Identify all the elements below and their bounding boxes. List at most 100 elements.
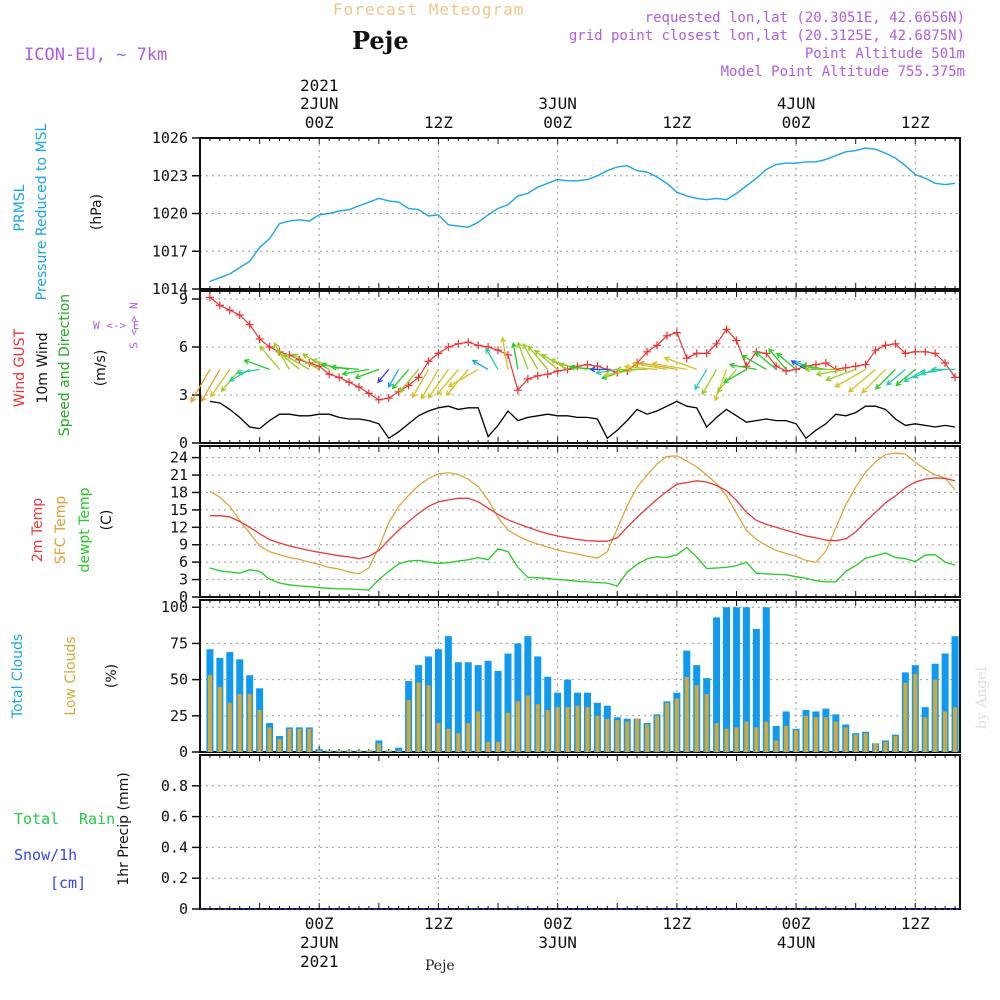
wind-arrow [427, 369, 449, 399]
wind-arrow [664, 357, 697, 371]
wind-arrow-head [558, 362, 565, 369]
wind-arrow-head [354, 373, 361, 380]
wind-arrow-head [220, 386, 227, 393]
total-cloud-bar [752, 628, 760, 752]
gust-point [225, 306, 234, 315]
gust-point [891, 339, 900, 348]
y-tick-label: 0.2 [161, 869, 188, 887]
wind-arrow-head [500, 336, 507, 343]
station-title: Peje [352, 26, 409, 55]
total-cloud-bar [514, 643, 522, 752]
gust-point [533, 371, 542, 380]
y-tick-label: 9 [179, 536, 188, 554]
total-cloud-bar [504, 653, 512, 752]
gust-point [951, 373, 960, 382]
model-altitude: Model Point Altitude 755.375m [720, 64, 965, 80]
gust-point [553, 367, 562, 375]
panel-frame [199, 137, 961, 290]
wind-arrow [714, 369, 728, 401]
gust-point [583, 360, 592, 369]
low-cloud-bar [585, 707, 590, 752]
gridpoint-coords: grid point closest lon,lat (20.3125E, 42… [568, 28, 965, 44]
gust-point [255, 335, 264, 343]
low-cloud-bar [545, 710, 550, 752]
total-cloud-bar [762, 607, 770, 752]
wind-arrow [485, 348, 499, 370]
y-tick-label: 25 [170, 707, 188, 725]
y-tick-label: 100 [161, 598, 188, 616]
wind-arrow [377, 368, 390, 383]
low-cloud-bar [823, 717, 828, 752]
total-cloud-bar [464, 662, 472, 752]
gust-point [364, 389, 373, 398]
low-cloud-bar [923, 717, 928, 752]
y-tick-label: 24 [170, 449, 188, 467]
low-cloud-bar [953, 707, 958, 752]
gust-point [354, 383, 363, 391]
gust-point [643, 347, 652, 356]
wind-arrow-head [638, 360, 645, 367]
low-cloud-bar [356, 750, 361, 752]
low-cloud-bar [744, 721, 749, 752]
footer-station: Peje [425, 958, 455, 974]
gust-point [215, 301, 224, 310]
low-cloud-bar [943, 711, 948, 752]
gust-point [841, 363, 850, 372]
total-cloud-bar [226, 652, 234, 752]
low-cloud-bar [804, 715, 809, 752]
total-cloud-bar [494, 670, 502, 752]
wind-arrow [755, 351, 777, 370]
y-tick-label: 0 [179, 434, 188, 452]
y-tick-label: 3 [179, 571, 188, 589]
wind-arrow-head [522, 342, 528, 350]
wind-arrow-head [568, 364, 575, 371]
gust-point [702, 349, 711, 358]
gust-point [931, 349, 940, 358]
gust-point [474, 341, 483, 350]
y-tick-label: 50 [170, 671, 188, 689]
panel-frame [199, 445, 961, 598]
low-cloud-bar [774, 740, 779, 752]
gust-point [513, 386, 522, 395]
bottom-time-label: 12Z [901, 914, 930, 933]
model-label: ICON-EU, ~ 7km [24, 45, 168, 65]
precip-cm-label: [cm] [50, 874, 87, 892]
low-cloud-bar [535, 704, 540, 752]
low-cloud-bar [674, 698, 679, 752]
gust-point [722, 325, 731, 334]
total-cloud-bar [723, 607, 731, 752]
wind-arrow-head [631, 361, 638, 368]
temp-2m-line [209, 477, 956, 560]
wind-arrow-head [603, 371, 610, 378]
wind-arrow [801, 364, 826, 371]
low-cloud-bar [396, 750, 401, 752]
wind-arrow-head [485, 347, 491, 354]
wind-arrow-head [527, 345, 534, 352]
total-cloud-bar [444, 636, 452, 752]
gust-point [652, 341, 661, 350]
wind-arrow-head [651, 361, 658, 368]
wind-arrow-head [815, 370, 822, 377]
panel-frame [199, 290, 961, 444]
wind-arrow [875, 368, 896, 390]
top-time-label: 12Z [662, 113, 691, 132]
low-cloud-bar [565, 707, 570, 752]
low-cloud-bar [903, 682, 908, 752]
y-tick-label: 21 [170, 466, 188, 484]
product-title: Forecast Meteogram [333, 0, 525, 19]
wind-arrow [259, 345, 280, 370]
wind-arrow [276, 350, 300, 370]
low-cloud-bar [237, 694, 242, 752]
wind-arrow [501, 337, 509, 370]
bottom-year-label: 2021 [300, 952, 339, 971]
low-cloud-bar [466, 723, 471, 752]
y-tick-label: 0.8 [161, 777, 188, 795]
gust-point [325, 370, 334, 379]
wind-arrow-head [886, 379, 893, 386]
wind-arrow [776, 352, 797, 370]
low-cloud-bar [843, 727, 848, 752]
wind-arrow-head [320, 362, 327, 369]
panel-frame [199, 754, 961, 910]
wind-arrow-head [800, 362, 807, 369]
